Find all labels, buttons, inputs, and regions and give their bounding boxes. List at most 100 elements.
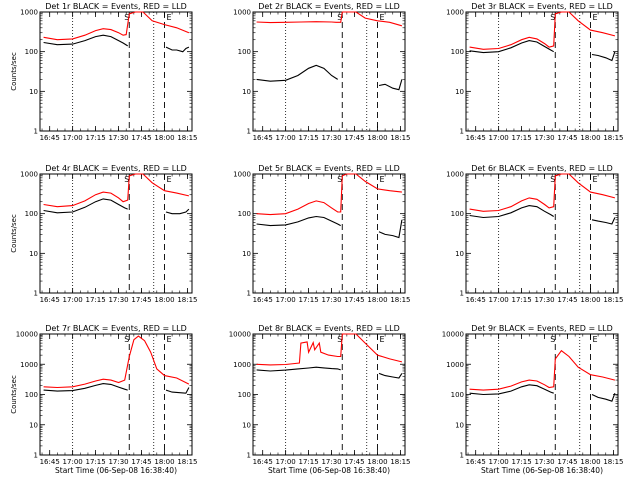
x-tick-label: 17:15	[512, 296, 532, 304]
x-tick-label: 17:00	[63, 134, 83, 142]
x-tick-label: 17:30	[321, 458, 341, 466]
series-lld-line	[43, 11, 190, 41]
y-tick-label: 1	[247, 290, 251, 298]
x-tick-label: 16:45	[253, 134, 273, 142]
x-tick-label: 18:00	[367, 134, 387, 142]
series-lld-line	[43, 173, 190, 208]
x-tick-label: 17:15	[299, 458, 319, 466]
x-tick-label: 17:45	[344, 296, 364, 304]
plot-frame	[39, 11, 193, 132]
y-tick-label: 10	[455, 250, 464, 258]
y-tick-label: 1	[460, 290, 464, 298]
marker-label-s: S	[550, 13, 555, 22]
x-tick-label: 16:45	[40, 134, 60, 142]
y-tick-label: 10	[29, 421, 38, 429]
marker-label-e: E	[379, 13, 384, 22]
x-tick-label: 17:45	[131, 296, 151, 304]
x-tick-label: 17:15	[299, 134, 319, 142]
x-tick-label: 16:45	[466, 296, 486, 304]
y-tick-label: 1000	[20, 361, 38, 369]
panel-title: Det 5r BLACK = Events, RED = LLD	[258, 164, 400, 173]
y-tick-label: 1000	[446, 9, 464, 17]
panel-5: Det 5r BLACK = Events, RED = LLD 1 10 100 10…	[233, 164, 410, 304]
marker-label-s: S	[550, 335, 555, 344]
x-tick-label: 16:45	[466, 458, 486, 466]
marker-label-s: S	[124, 335, 129, 344]
panel-2: Det 2r BLACK = Events, RED = LLD 1 10 100 10…	[233, 2, 410, 142]
y-tick-label: 1	[460, 128, 464, 136]
panel-8: Det 8r BLACK = Events, RED = LLD 1 10 100 10…	[229, 324, 411, 475]
plot-frame	[252, 11, 406, 132]
marker-label-e: E	[166, 175, 171, 184]
x-tick-label: 17:45	[557, 296, 577, 304]
series-events-line	[469, 384, 616, 402]
y-tick-label: 10	[29, 88, 38, 96]
x-tick-label: 17:00	[63, 296, 83, 304]
x-tick-label: 17:45	[344, 458, 364, 466]
panel-4: Det 4r BLACK = Events, RED = LLD 1 10 100 10…	[10, 164, 198, 304]
marker-label-s: S	[337, 175, 342, 184]
y-axis-label: Counts/sec	[10, 214, 18, 253]
x-tick-label: 17:30	[108, 134, 128, 142]
x-tick-label: 17:00	[276, 296, 296, 304]
y-tick-label: 10	[455, 421, 464, 429]
y-tick-label: 1000	[446, 361, 464, 369]
marker-label-e: E	[379, 175, 384, 184]
panel-title: Det 2r BLACK = Events, RED = LLD	[258, 2, 400, 11]
y-tick-label: 100	[451, 391, 464, 399]
y-tick-label: 100	[238, 391, 251, 399]
x-tick-label: 17:15	[86, 134, 106, 142]
x-tick-label: 18:00	[580, 134, 600, 142]
y-tick-label: 10000	[16, 331, 38, 339]
series-lld-line	[43, 335, 190, 389]
y-tick-label: 100	[238, 48, 251, 56]
y-tick-label: 1	[34, 290, 38, 298]
x-tick-label: 17:30	[534, 134, 554, 142]
panel-title: Det 7r BLACK = Events, RED = LLD	[45, 324, 187, 333]
marker-label-s: S	[337, 13, 342, 22]
y-axis-label: Counts/sec	[10, 52, 18, 91]
panel-title: Det 8r BLACK = Events, RED = LLD	[258, 324, 400, 333]
x-tick-label: 16:45	[466, 134, 486, 142]
plot-frame	[252, 173, 406, 294]
x-tick-label: 17:30	[108, 296, 128, 304]
y-tick-label: 1	[34, 128, 38, 136]
marker-label-e: E	[592, 13, 597, 22]
y-tick-label: 1000	[233, 171, 251, 179]
x-tick-label: 17:45	[557, 134, 577, 142]
plot-frame	[39, 173, 193, 294]
x-tick-label: 17:45	[557, 458, 577, 466]
plot-frame	[252, 333, 406, 456]
panel-7: Det 7r BLACK = Events, RED = LLD 1 10 100 10…	[10, 324, 198, 475]
panel-title: Det 4r BLACK = Events, RED = LLD	[45, 164, 187, 173]
x-tick-label: 16:45	[40, 458, 60, 466]
y-tick-label: 1000	[20, 9, 38, 17]
marker-label-s: S	[124, 175, 129, 184]
x-tick-label: 18:00	[580, 458, 600, 466]
x-tick-label: 17:30	[321, 134, 341, 142]
x-tick-label: 18:15	[603, 134, 623, 142]
y-tick-label: 100	[451, 210, 464, 218]
y-tick-label: 10	[29, 250, 38, 258]
marker-label-s: S	[550, 175, 555, 184]
plot-frame	[465, 173, 619, 294]
marker-label-e: E	[592, 335, 597, 344]
x-tick-label: 18:15	[390, 458, 410, 466]
series-events-line	[469, 205, 616, 225]
y-tick-label: 100	[25, 48, 38, 56]
marker-label-s: S	[337, 335, 342, 344]
x-tick-label: 17:30	[534, 296, 554, 304]
x-tick-label: 16:45	[253, 458, 273, 466]
x-tick-label: 17:15	[512, 134, 532, 142]
x-tick-label: 17:00	[276, 134, 296, 142]
x-axis-label: Start Time (06-Sep-08 16:38:40)	[268, 466, 390, 475]
y-tick-label: 10	[242, 421, 251, 429]
series-events-line	[43, 383, 190, 394]
x-tick-label: 18:15	[177, 458, 197, 466]
x-tick-label: 17:15	[86, 296, 106, 304]
panel-3: Det 3r BLACK = Events, RED = LLD 1 10 100 10…	[446, 2, 623, 142]
series-events-line	[256, 366, 403, 379]
y-tick-label: 10000	[442, 331, 464, 339]
series-lld-line	[469, 349, 616, 391]
series-lld-line	[469, 11, 616, 50]
